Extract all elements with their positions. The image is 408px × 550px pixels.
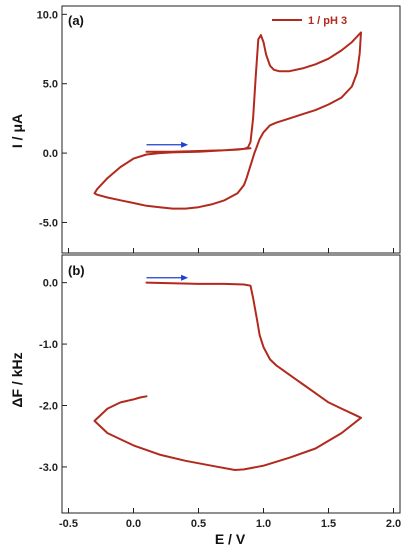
x-tick-label: 1.0 <box>256 518 271 530</box>
series-line <box>93 281 362 471</box>
y-tick-label: 0.0 <box>43 148 58 160</box>
x-tick-label: 0.0 <box>126 518 141 530</box>
y-tick-label: 10.0 <box>37 9 58 21</box>
arrow-head <box>181 141 189 148</box>
legend-label: 1 / pH 3 <box>308 15 347 27</box>
x-tick-label: 0.5 <box>191 518 206 530</box>
panel-a-x-ticks <box>68 248 394 253</box>
x-axis-title: E / V <box>215 531 246 547</box>
panel-a-y-axis-title: I / μA <box>9 114 25 148</box>
panel-a-arrow <box>146 141 189 148</box>
panel-a-label: (a) <box>68 13 84 28</box>
panel-b-x-ticks: -0.5 0.0 0.5 1.0 1.5 2.0 <box>59 508 401 530</box>
panel-b-arrow <box>146 274 189 281</box>
panel-a-series <box>93 31 362 210</box>
y-tick-label: -5.0 <box>39 217 58 229</box>
y-tick-label: 0.0 <box>43 278 58 290</box>
y-tick-label: 5.0 <box>43 79 58 91</box>
y-tick-label: -3.0 <box>39 462 58 474</box>
panel-b-y-axis-title: ΔF / kHz <box>9 352 25 407</box>
panel-b-frame <box>61 254 401 514</box>
panel-b-series <box>93 281 362 471</box>
legend: 1 / pH 3 <box>272 15 347 27</box>
panel-a: (a) 10.0 5.0 0.0 -5.0 1 / pH 3 I / μA <box>9 5 401 254</box>
panel-b-label: (b) <box>68 263 85 278</box>
y-tick-label: -2.0 <box>39 401 58 413</box>
series-line <box>93 31 362 210</box>
x-tick-label: -0.5 <box>59 518 78 530</box>
panel-a-y-ticks: 10.0 5.0 0.0 -5.0 <box>37 9 67 229</box>
panel-a-frame <box>61 5 401 254</box>
panel-b: (b) 0.0-1.0-2.0-3.0 -0.5 0.0 0.5 1.0 1.5 2.0 … <box>9 254 401 547</box>
arrow-head <box>181 274 189 281</box>
x-tick-label: 1.5 <box>321 518 336 530</box>
y-tick-label: -1.0 <box>39 339 58 351</box>
x-tick-label: 2.0 <box>386 518 401 530</box>
panel-b-y-ticks: 0.0 -1.0 -2.0 -3.0 <box>39 278 67 474</box>
